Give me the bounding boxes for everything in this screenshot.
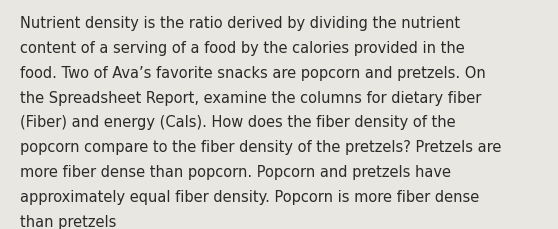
Text: content of a serving of a food by the calories provided in the: content of a serving of a food by the ca…: [20, 41, 464, 56]
Text: popcorn compare to the fiber density of the pretzels? Pretzels are: popcorn compare to the fiber density of …: [20, 140, 501, 155]
Text: approximately equal fiber density. Popcorn is more fiber dense: approximately equal fiber density. Popco…: [20, 189, 479, 204]
Text: food. Two of Ava’s favorite snacks are popcorn and pretzels. On: food. Two of Ava’s favorite snacks are p…: [20, 65, 485, 80]
Text: more fiber dense than popcorn. Popcorn and pretzels have: more fiber dense than popcorn. Popcorn a…: [20, 164, 450, 179]
Text: than pretzels: than pretzels: [20, 214, 116, 229]
Text: (Fiber) and energy (Cals). How does the fiber density of the: (Fiber) and energy (Cals). How does the …: [20, 115, 455, 130]
Text: Nutrient density is the ratio derived by dividing the nutrient: Nutrient density is the ratio derived by…: [20, 16, 460, 31]
Text: the Spreadsheet Report, examine the columns for dietary fiber: the Spreadsheet Report, examine the colu…: [20, 90, 481, 105]
